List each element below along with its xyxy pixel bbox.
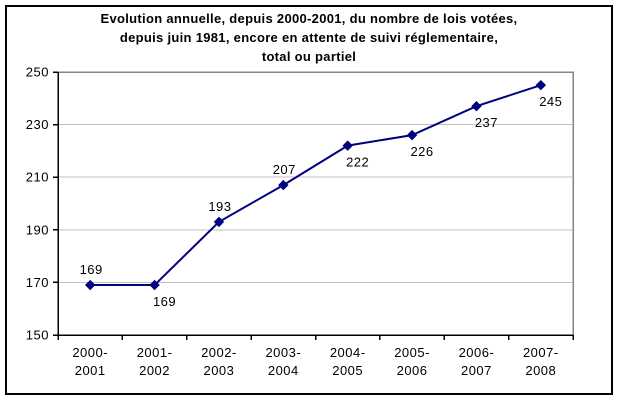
data-label: 226 bbox=[410, 144, 433, 159]
x-tick-label-line2: 2007 bbox=[461, 363, 492, 378]
data-label: 169 bbox=[80, 262, 103, 277]
y-tick-label: 190 bbox=[26, 222, 49, 237]
data-line bbox=[90, 84, 542, 287]
x-tick-label-line1: 2004- bbox=[330, 345, 366, 360]
y-tick-label: 230 bbox=[26, 117, 49, 132]
x-tick-label-line1: 2001- bbox=[137, 345, 173, 360]
chart-title-line-2: depuis juin 1981, encore en attente de s… bbox=[119, 30, 499, 45]
data-point-marker bbox=[471, 100, 482, 112]
data-label: 169 bbox=[153, 294, 176, 309]
x-tick-label-line2: 2001 bbox=[75, 363, 106, 378]
data-label: 222 bbox=[346, 155, 369, 170]
x-tick-label-line2: 2005 bbox=[332, 363, 363, 378]
y-tick-label: 210 bbox=[26, 170, 49, 185]
data-point-marker bbox=[149, 279, 160, 291]
x-tick-label-line2: 2003 bbox=[203, 363, 234, 378]
x-tick-label-line1: 2000- bbox=[72, 345, 108, 360]
chart-title-line-3: total ou partiel bbox=[261, 49, 357, 64]
data-point-marker bbox=[213, 216, 225, 228]
data-point-marker bbox=[342, 140, 353, 151]
y-tick-label: 170 bbox=[26, 275, 49, 290]
x-tick-label-line2: 2008 bbox=[525, 363, 556, 378]
data-point-marker bbox=[278, 179, 289, 191]
chart-title: Evolution annuelle, depuis 2000-2001, du… bbox=[0, 9, 618, 66]
data-point-marker bbox=[406, 129, 418, 141]
data-label: 193 bbox=[208, 199, 231, 214]
x-tick-label-line1: 2002- bbox=[201, 345, 237, 360]
chart-title-line-1: Evolution annuelle, depuis 2000-2001, du… bbox=[100, 11, 518, 26]
x-tick-label-line2: 2004 bbox=[268, 363, 299, 378]
data-label: 207 bbox=[273, 162, 296, 177]
plot-area bbox=[57, 71, 574, 336]
data-label: 237 bbox=[475, 115, 498, 130]
x-tick-label-line2: 2006 bbox=[397, 363, 428, 378]
x-tick-label-line1: 2006- bbox=[459, 345, 495, 360]
x-tick-label-line1: 2005- bbox=[394, 345, 430, 360]
y-tick-label: 150 bbox=[26, 328, 49, 343]
x-tick-label-line2: 2002 bbox=[139, 363, 170, 378]
data-point-marker bbox=[84, 279, 96, 291]
data-label: 245 bbox=[539, 94, 562, 109]
x-tick-label-line1: 2007- bbox=[523, 345, 559, 360]
x-tick-label-line1: 2003- bbox=[265, 345, 301, 360]
data-point-marker bbox=[535, 79, 547, 91]
y-tick-label: 250 bbox=[26, 65, 49, 80]
